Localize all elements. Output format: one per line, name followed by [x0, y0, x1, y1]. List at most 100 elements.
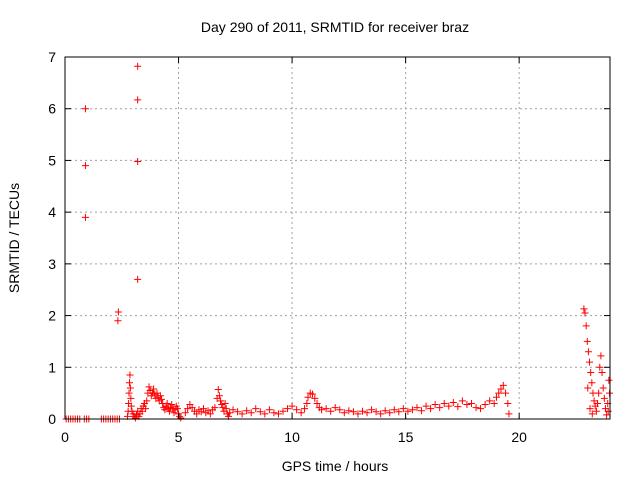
data-point — [234, 408, 242, 416]
data-point — [486, 397, 494, 405]
data-point — [584, 348, 592, 356]
data-point — [445, 402, 453, 410]
y-tick-label: 2 — [48, 308, 56, 324]
data-point — [603, 411, 611, 419]
data-point — [134, 275, 142, 283]
data-point — [206, 410, 214, 418]
x-tick-label: 15 — [398, 429, 414, 445]
data-point — [596, 363, 604, 371]
data-point — [143, 397, 151, 405]
data-point — [297, 409, 305, 417]
data-point — [188, 404, 196, 412]
data-point — [163, 399, 171, 407]
data-point — [408, 406, 416, 414]
data-point — [395, 408, 403, 416]
data-point — [200, 405, 208, 413]
data-point — [340, 409, 348, 417]
data-point — [354, 410, 362, 418]
data-point — [127, 394, 135, 402]
y-tick-label: 4 — [48, 204, 56, 220]
data-point — [238, 410, 246, 418]
data-point — [81, 105, 89, 113]
data-point — [427, 405, 435, 413]
data-point — [134, 157, 142, 165]
data-point — [311, 394, 319, 402]
data-point — [386, 409, 394, 417]
data-point — [499, 381, 507, 389]
data-point — [170, 409, 178, 417]
data-point — [490, 399, 498, 407]
data-point — [303, 399, 311, 407]
data-point — [481, 401, 489, 409]
data-point — [440, 399, 448, 407]
data-point — [158, 395, 166, 403]
data-point — [125, 389, 133, 397]
data-point — [134, 62, 142, 70]
data-point — [363, 409, 371, 417]
data-point — [586, 358, 594, 366]
data-point — [588, 379, 596, 387]
data-point — [598, 368, 606, 376]
data-points — [62, 62, 614, 423]
x-tick-label: 20 — [511, 429, 527, 445]
data-point — [477, 405, 485, 413]
y-tick-label: 6 — [48, 101, 56, 117]
data-point — [126, 384, 134, 392]
data-point — [161, 406, 169, 414]
axis-ticks: 0 5 10 15 20 0 1 2 3 4 5 6 7 — [48, 49, 610, 445]
data-point — [345, 407, 353, 415]
data-point — [313, 399, 321, 407]
data-point — [288, 402, 296, 410]
data-point — [211, 404, 219, 412]
data-point — [229, 406, 237, 414]
data-point — [495, 389, 503, 397]
data-point — [454, 403, 462, 411]
data-point — [349, 408, 357, 416]
data-point — [587, 368, 595, 376]
data-point — [327, 407, 335, 415]
data-point — [331, 404, 339, 412]
data-point — [261, 410, 269, 418]
y-tick-label: 5 — [48, 152, 56, 168]
data-point — [381, 407, 389, 415]
data-point — [301, 405, 309, 413]
data-point — [81, 162, 89, 170]
data-point — [304, 393, 312, 401]
data-point — [247, 409, 255, 417]
data-point — [586, 405, 594, 413]
data-point — [243, 407, 251, 415]
x-axis-title: GPS time / hours — [282, 458, 389, 474]
data-point — [181, 409, 189, 417]
data-point — [588, 410, 596, 418]
data-point — [604, 407, 612, 415]
data-point — [404, 407, 412, 415]
data-point — [583, 337, 591, 345]
data-point — [156, 392, 164, 400]
data-point — [127, 402, 135, 410]
data-point — [114, 308, 122, 316]
y-tick-label: 0 — [48, 411, 56, 427]
data-point — [184, 405, 192, 413]
data-point — [599, 384, 607, 392]
data-point — [584, 384, 592, 392]
data-point — [467, 399, 475, 407]
data-point — [126, 371, 134, 379]
data-point — [222, 405, 230, 413]
data-point — [322, 405, 330, 413]
data-point — [274, 410, 282, 418]
data-point — [597, 352, 605, 360]
data-point — [413, 404, 421, 412]
data-point — [502, 389, 510, 397]
y-tick-label: 7 — [48, 49, 56, 65]
x-tick-label: 0 — [61, 429, 69, 445]
data-point — [214, 386, 222, 394]
data-point — [399, 405, 407, 413]
data-point — [256, 408, 264, 416]
y-tick-label: 3 — [48, 256, 56, 272]
data-point — [219, 404, 227, 412]
x-tick-label: 5 — [175, 429, 183, 445]
data-point — [252, 405, 260, 413]
data-point — [595, 389, 603, 397]
data-point — [125, 379, 133, 387]
plot-frame — [64, 56, 611, 420]
